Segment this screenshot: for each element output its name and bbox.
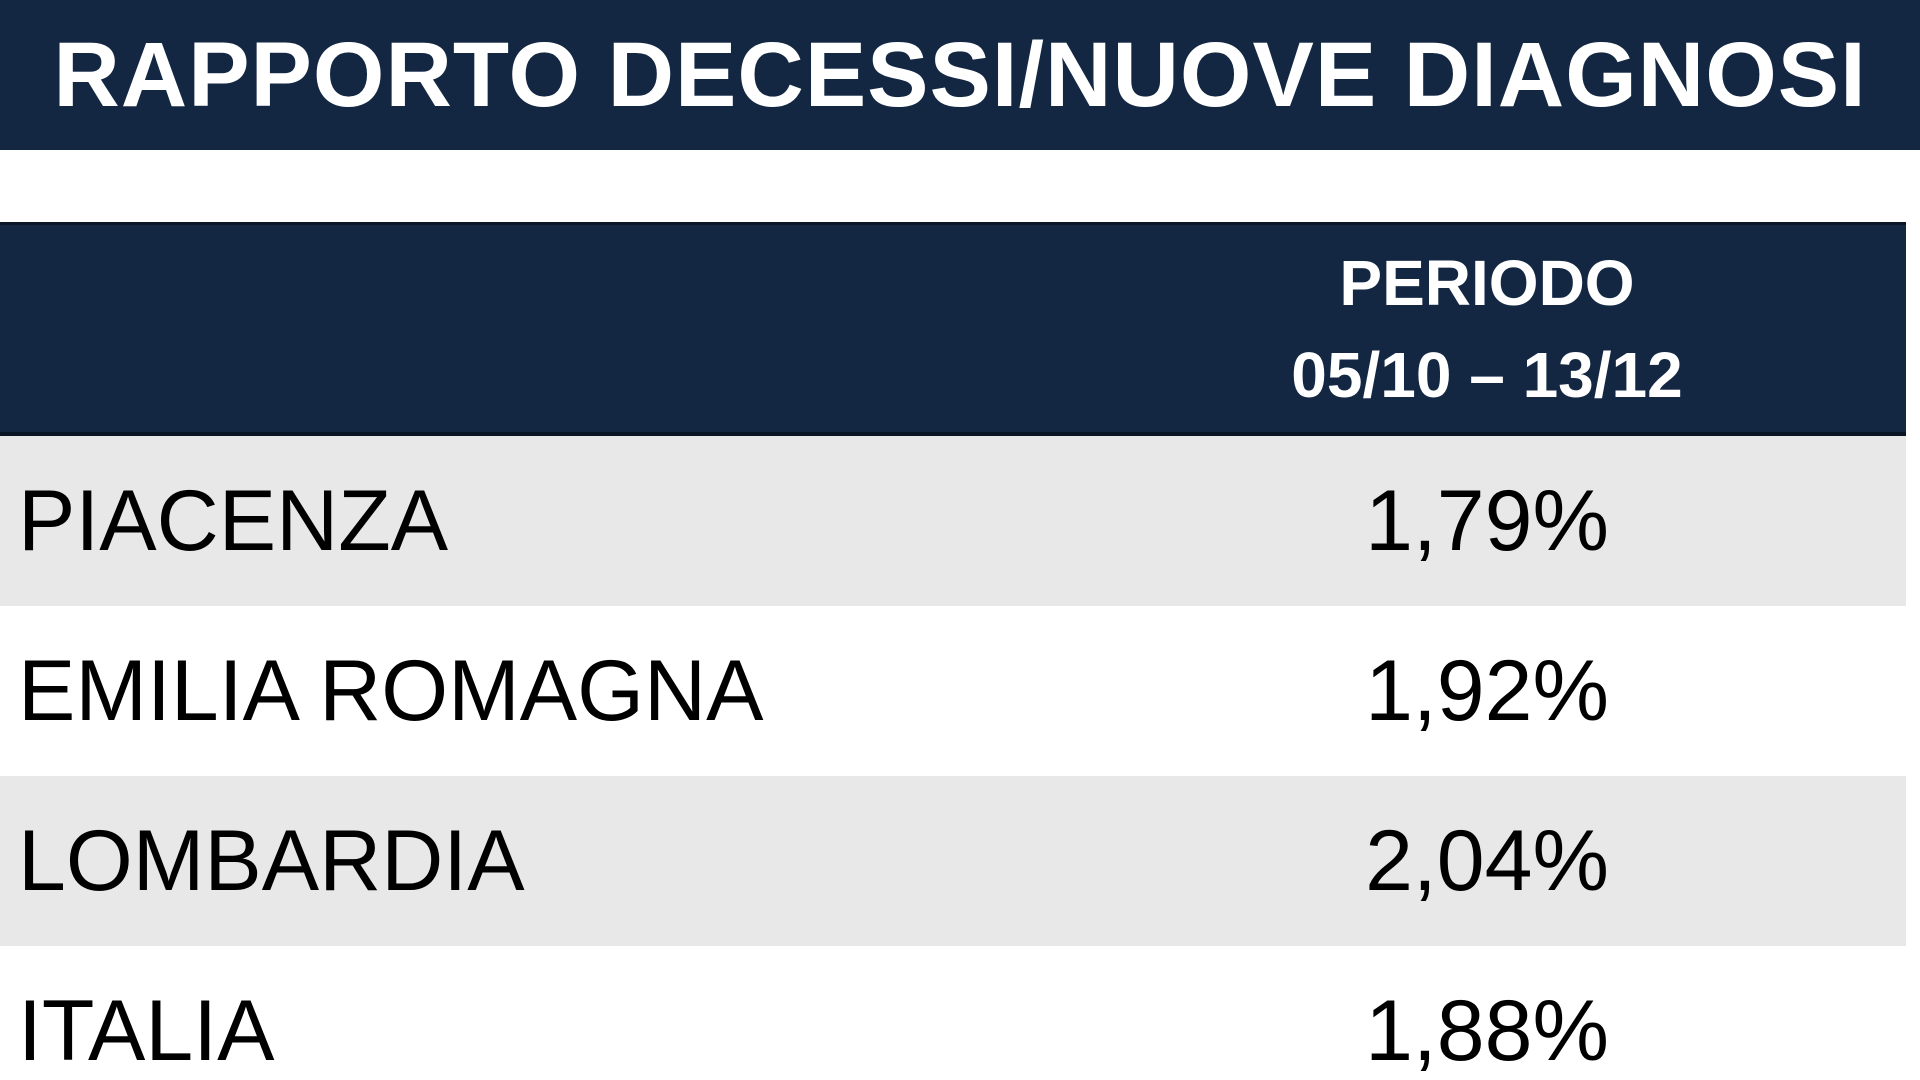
row-value: 1,79% <box>1365 472 1609 569</box>
table-row-piacenza: PIACENZA 1,79% <box>0 436 1906 606</box>
period-header: PERIODO 05/10 – 13/12 <box>1192 225 1782 432</box>
row-value: 1,92% <box>1365 642 1609 739</box>
table-header: PERIODO 05/10 – 13/12 <box>0 222 1906 436</box>
period-header-label: PERIODO <box>1339 246 1635 319</box>
period-header-range: 05/10 – 13/12 <box>1291 338 1683 411</box>
table-row-emilia-romagna: EMILIA ROMAGNA 1,92% <box>0 606 1906 776</box>
page-title: RAPPORTO DECESSI/NUOVE DIAGNOSI <box>53 23 1867 126</box>
ratio-table: PERIODO 05/10 – 13/12 PIACENZA 1,79% EMI… <box>0 222 1906 1080</box>
row-label: ITALIA <box>18 982 275 1079</box>
row-value: 2,04% <box>1365 812 1609 909</box>
title-bar: RAPPORTO DECESSI/NUOVE DIAGNOSI <box>0 0 1920 150</box>
row-label: PIACENZA <box>18 472 449 569</box>
row-value: 1,88% <box>1365 982 1609 1079</box>
row-label: LOMBARDIA <box>18 812 525 909</box>
row-label: EMILIA ROMAGNA <box>18 642 764 739</box>
table-row-italia: ITALIA 1,88% <box>0 946 1906 1080</box>
table-row-lombardia: LOMBARDIA 2,04% <box>0 776 1906 946</box>
